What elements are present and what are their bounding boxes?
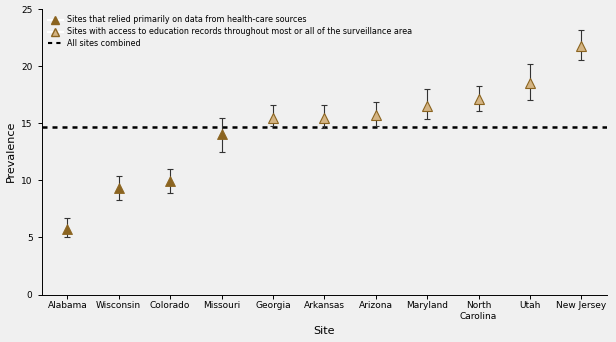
Y-axis label: Prevalence: Prevalence bbox=[6, 121, 15, 183]
X-axis label: Site: Site bbox=[314, 327, 335, 337]
Legend: Sites that relied primarily on data from health-care sources, Sites with access : Sites that relied primarily on data from… bbox=[46, 13, 414, 51]
